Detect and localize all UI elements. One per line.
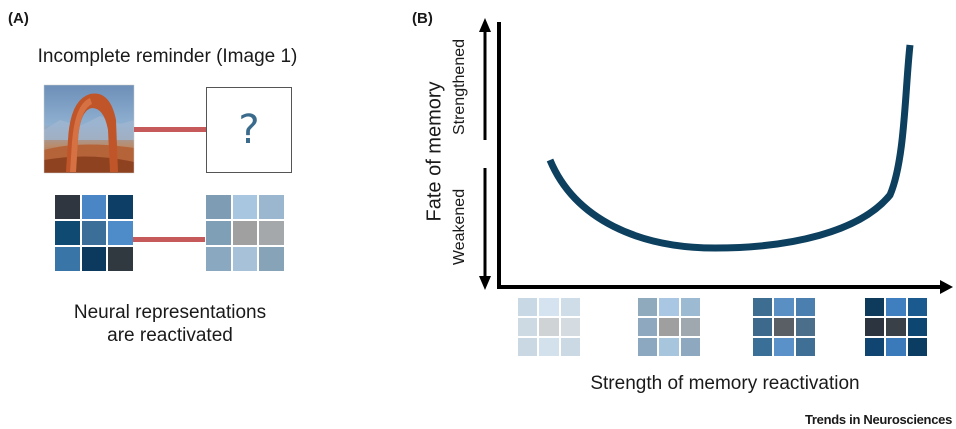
partial-pattern-cell bbox=[232, 221, 258, 245]
reactivation-cell bbox=[774, 338, 794, 356]
reactivation-cell bbox=[659, 298, 679, 316]
partial-pattern-cell bbox=[206, 221, 231, 245]
reactivation-cell bbox=[795, 318, 815, 336]
reactivation-cell bbox=[774, 298, 794, 316]
full-pattern-cell bbox=[81, 221, 107, 245]
reactivation-cell bbox=[638, 338, 658, 356]
full-neural-pattern-grid bbox=[55, 195, 133, 271]
reactivation-cell bbox=[774, 318, 794, 336]
reactivation-grid-strong bbox=[753, 298, 815, 356]
reactivation-cell bbox=[907, 298, 927, 316]
journal-source-label: Trends in Neurosciences bbox=[805, 412, 952, 427]
partial-pattern-cell bbox=[259, 195, 284, 219]
reactivation-cell bbox=[680, 298, 700, 316]
reactivation-cell bbox=[638, 318, 658, 336]
reactivation-cell bbox=[518, 318, 538, 336]
reactivation-cell bbox=[638, 298, 658, 316]
reactivation-cell bbox=[753, 338, 773, 356]
question-mark: ? bbox=[238, 107, 260, 153]
reactivation-cell bbox=[680, 338, 700, 356]
y-axis-label: Fate of memory bbox=[423, 81, 446, 222]
missing-image-box: ? bbox=[206, 87, 292, 173]
representation-link-bar bbox=[133, 237, 205, 242]
partial-pattern-cell bbox=[232, 195, 258, 219]
x-axis-label: Strength of memory reactivation bbox=[590, 373, 860, 394]
full-pattern-cell bbox=[108, 221, 133, 245]
reactivation-cell bbox=[539, 338, 559, 356]
full-pattern-cell bbox=[55, 221, 80, 245]
reactivation-grid-strongest bbox=[865, 298, 927, 356]
reactivation-cell bbox=[659, 338, 679, 356]
reactivation-cell bbox=[753, 298, 773, 316]
reactivation-cell bbox=[753, 318, 773, 336]
reactivation-grid-moderate bbox=[638, 298, 700, 356]
partial-pattern-cell bbox=[206, 247, 231, 271]
reactivation-cell bbox=[560, 318, 580, 336]
reactivation-cell bbox=[518, 338, 538, 356]
reactivation-cell bbox=[865, 338, 885, 356]
y-top-label: Strengthened bbox=[451, 38, 468, 136]
y-bottom-label: Weakened bbox=[451, 188, 468, 266]
reactivation-cell bbox=[795, 298, 815, 316]
partial-pattern-cell bbox=[232, 247, 258, 271]
u-shaped-curve bbox=[546, 44, 914, 252]
full-pattern-cell bbox=[81, 247, 107, 271]
reactivation-cell bbox=[795, 338, 815, 356]
full-pattern-cell bbox=[108, 247, 133, 271]
reactivation-cell bbox=[886, 298, 906, 316]
reactivation-grid-weak bbox=[518, 298, 580, 356]
partial-pattern-cell bbox=[259, 247, 284, 271]
reactivation-cell bbox=[539, 318, 559, 336]
reactivation-cell bbox=[560, 338, 580, 356]
reactivation-cell bbox=[907, 318, 927, 336]
reactivation-cell bbox=[539, 298, 559, 316]
panel-a-caption: Neural representations are reactivated bbox=[30, 302, 310, 348]
reactivation-cell bbox=[865, 298, 885, 316]
full-pattern-cell bbox=[55, 247, 80, 271]
partial-neural-pattern-grid bbox=[206, 195, 284, 271]
panel-a-caption-line2: are reactivated bbox=[107, 324, 233, 346]
reactivation-cell bbox=[865, 318, 885, 336]
panel-a-label: (A) bbox=[8, 10, 29, 27]
reactivation-cell bbox=[886, 338, 906, 356]
reminder-link-bar bbox=[134, 127, 206, 132]
reactivation-cell bbox=[659, 318, 679, 336]
full-pattern-cell bbox=[81, 195, 107, 219]
reactivation-cell bbox=[518, 298, 538, 316]
full-pattern-cell bbox=[108, 195, 133, 219]
panel-b-label: (B) bbox=[412, 10, 433, 27]
panel-a-caption-line1: Neural representations bbox=[73, 302, 267, 323]
reactivation-cell bbox=[560, 298, 580, 316]
full-pattern-cell bbox=[55, 195, 80, 219]
reactivation-cell bbox=[907, 338, 927, 356]
partial-pattern-cell bbox=[259, 221, 284, 245]
reactivation-cell bbox=[680, 318, 700, 336]
panel-a-title: Incomplete reminder (Image 1) bbox=[37, 46, 298, 67]
reactivation-cell bbox=[886, 318, 906, 336]
partial-pattern-cell bbox=[206, 195, 231, 219]
